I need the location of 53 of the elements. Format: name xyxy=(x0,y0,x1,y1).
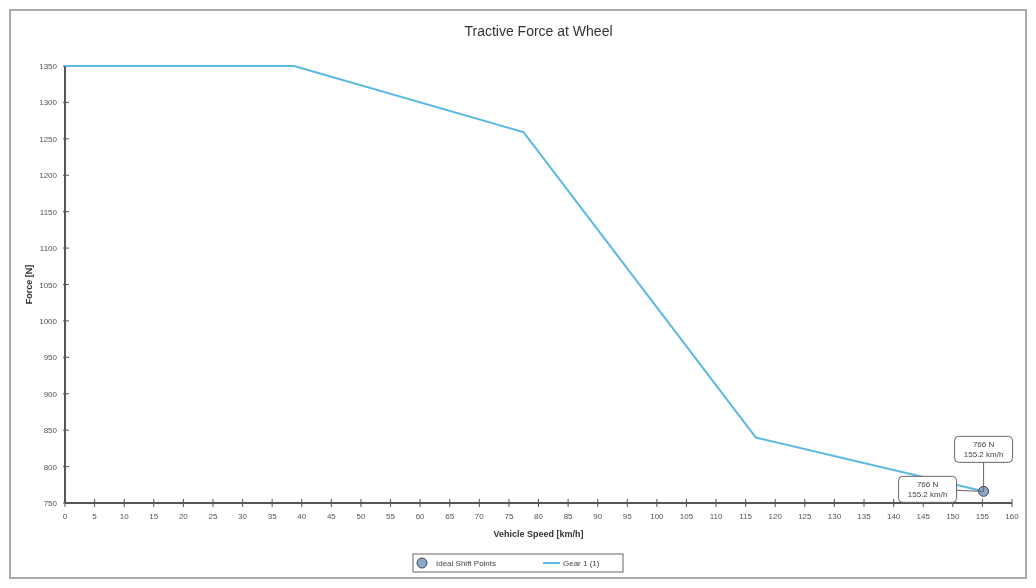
x-tick-label: 85 xyxy=(563,512,574,521)
x-tick-label: 105 xyxy=(679,512,694,521)
x-tick-label: 70 xyxy=(474,512,485,521)
x-tick-label: 120 xyxy=(768,512,783,521)
x-tick-label: 40 xyxy=(297,512,307,521)
x-tick-label: 150 xyxy=(946,512,961,521)
legend-label: Gear 1 (1) xyxy=(563,559,600,568)
annotation: 766 N 155.2 km/h xyxy=(963,440,1004,460)
y-tick-label: 750 xyxy=(43,499,58,508)
y-tick-label: 850 xyxy=(43,426,58,436)
x-tick-label: 130 xyxy=(827,512,842,521)
x-tick-label: 30 xyxy=(238,512,248,521)
x-tick-label: 135 xyxy=(857,512,872,521)
y-tick-label: 900 xyxy=(43,389,58,399)
y-tick-label: 950 xyxy=(43,353,58,363)
x-tick-label: 155 xyxy=(975,512,990,521)
x-tick-label: 140 xyxy=(886,512,901,521)
x-tick-label: 95 xyxy=(622,512,633,521)
x-tick-label: 110 xyxy=(709,512,723,521)
x-axis-title: Vehicle Speed [km/h] xyxy=(493,529,584,539)
x-tick-label: 10 xyxy=(119,512,130,521)
y-tick-label: 800 xyxy=(43,462,58,472)
x-tick-label: 125 xyxy=(798,512,813,521)
x-tick-label: 5 xyxy=(92,512,98,521)
y-axis-title: Force [N] xyxy=(24,264,34,305)
x-tick-label: 115 xyxy=(739,512,753,521)
x-tick-label: 160 xyxy=(1005,512,1020,521)
x-tick-label: 55 xyxy=(386,512,396,521)
x-tick-label: 145 xyxy=(916,512,931,521)
y-tick-label: 1250 xyxy=(39,134,58,144)
x-tick-label: 25 xyxy=(208,512,218,521)
x-tick-label: 80 xyxy=(534,512,544,521)
y-tick-label: 1300 xyxy=(39,98,58,108)
x-tick-label: 35 xyxy=(267,512,278,521)
y-tick-label: 1050 xyxy=(39,280,58,290)
x-tick-label: 20 xyxy=(178,512,189,521)
y-tick-label: 1100 xyxy=(39,244,58,254)
x-tick-label: 65 xyxy=(445,512,455,521)
x-tick-label: 50 xyxy=(356,512,366,521)
y-tick-label: 1200 xyxy=(39,171,58,181)
chart-title: Tractive Force at Wheel xyxy=(464,23,613,39)
y-tick-label: 1000 xyxy=(39,316,58,326)
legend-label: Ideal Shift Points xyxy=(436,559,497,568)
x-tick-label: 90 xyxy=(593,512,603,521)
annotation: 766 N 155.2 km/h xyxy=(907,480,948,500)
x-tick-label: 60 xyxy=(415,512,426,521)
x-tick-label: 45 xyxy=(326,512,337,521)
x-tick-label: 15 xyxy=(149,512,159,521)
x-tick-label: 75 xyxy=(504,512,514,521)
y-tick-label: 1150 xyxy=(39,207,58,217)
y-tick-label: 1350 xyxy=(39,62,58,71)
x-tick-label: 0 xyxy=(62,512,68,521)
x-tick-label: 100 xyxy=(650,512,665,521)
